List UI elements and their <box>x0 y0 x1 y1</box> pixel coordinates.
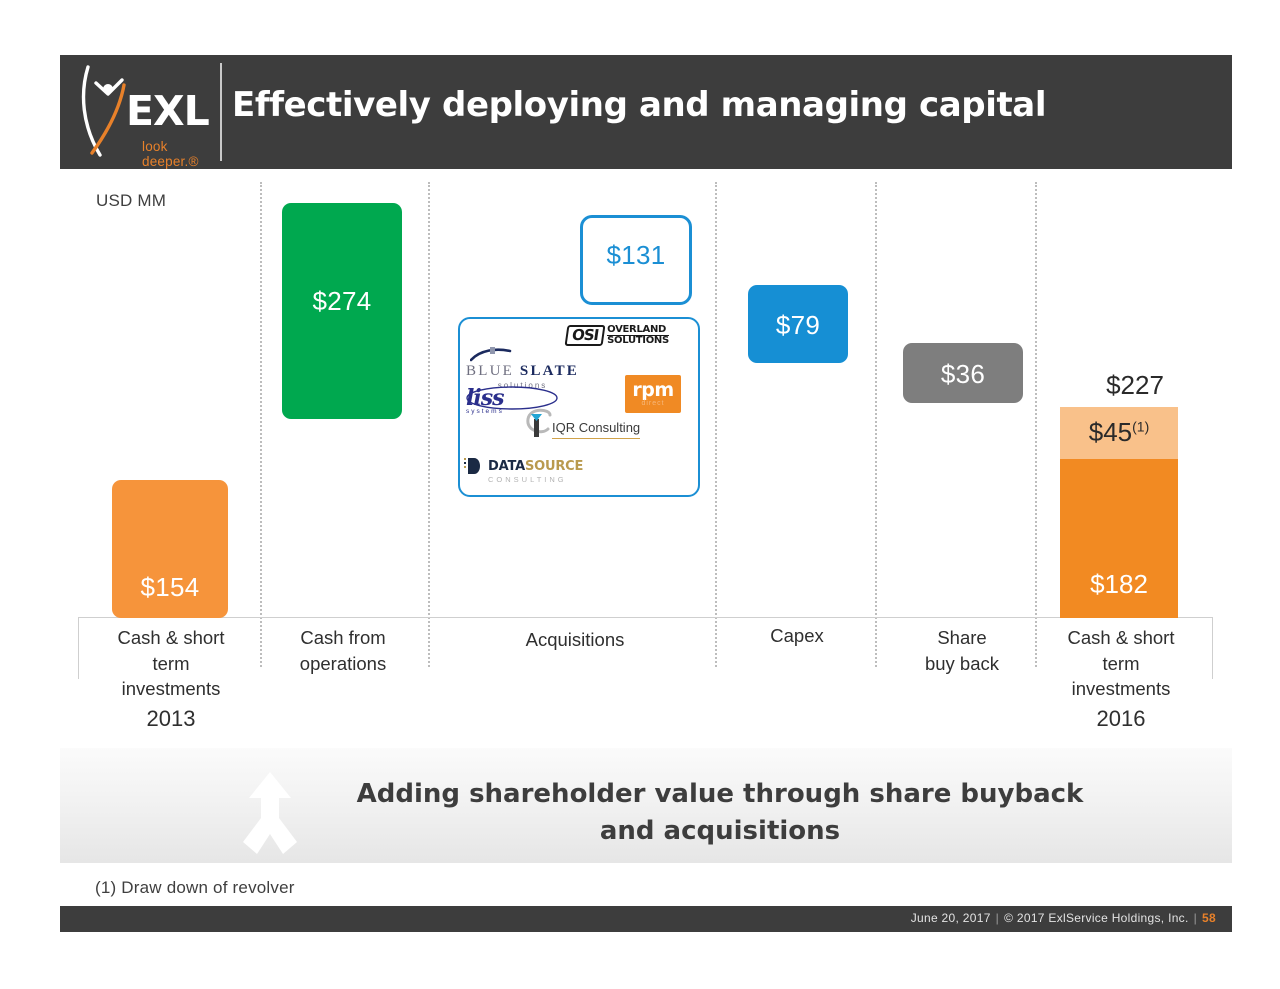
exl-figure-icon <box>81 65 126 157</box>
cat-year-2016: 2016 <box>1096 705 1146 731</box>
cat-line1-capex: Capex <box>770 625 824 646</box>
logo-blue-slate: BLUE SLATE solutions <box>466 347 579 390</box>
bar-cash-from-operations[interactable]: $274 <box>282 203 402 419</box>
category-label-acquisitions: Acquisitions <box>450 627 700 653</box>
category-label-cash-2016: Cash & short term investments 2016 <box>1045 625 1197 734</box>
category-label-share-buy-back: Share buy back <box>888 625 1036 676</box>
blue-slate-blue: BLUE <box>466 363 514 379</box>
datasource-d-icon <box>464 458 480 474</box>
exl-tagline: look deeper.® <box>142 139 199 169</box>
bar-value-cash-2016: $182 <box>1090 569 1148 599</box>
page-title: Effectively deploying and managing capit… <box>232 85 1047 125</box>
blue-slate-slate: SLATE <box>519 363 579 379</box>
cat-line2-cash-ops: operations <box>299 652 387 674</box>
chart-unit-label: USD MM <box>96 191 167 210</box>
footer-page-number: 58 <box>1202 911 1216 925</box>
osi-line2: SOLUTIONS <box>607 335 669 347</box>
cat-line1-acquisitions: Acquisitions <box>525 629 625 650</box>
blue-slate-sub: solutions <box>497 381 548 390</box>
category-label-cash-2013: Cash & short term investments 2013 <box>95 625 247 734</box>
logo-rpm-direct: rpm direct <box>625 375 681 413</box>
bar-value-cash-from-operations: $274 <box>312 286 372 316</box>
footer-date: June 20, 2017 <box>910 911 991 925</box>
exl-wordmark: EXL <box>126 87 210 135</box>
logo-iqr-consulting: IQR Consulting <box>526 408 641 439</box>
separator-3 <box>715 182 717 667</box>
cat-line2-cash-2016: term <box>1102 652 1140 674</box>
logo-overland-solutions: OSI OVERLAND SOLUTIONS <box>564 324 669 347</box>
cat-line2-cash-2013: term <box>152 652 190 674</box>
capital-bridge-chart: USD MM $154 $274 $131 OSI OVERLAND SOLUTIO… <box>60 175 1232 745</box>
rpm-sub: direct <box>641 400 665 407</box>
category-label-capex: Capex <box>732 623 862 649</box>
cat-line2-share: buy back <box>924 652 1000 674</box>
header-divider <box>220 63 222 161</box>
datasource-wordmark: DATASOURCE <box>488 459 583 474</box>
footnote-ref: (1) <box>1132 418 1150 435</box>
liss-oval-icon <box>466 386 558 410</box>
blue-slate-swoosh-icon <box>470 347 512 362</box>
osi-line1: OVERLAND <box>607 324 667 335</box>
datasource-source: SOURCE <box>524 459 584 474</box>
bar-capex[interactable]: $79 <box>748 285 848 363</box>
up-arrow-icon <box>243 772 297 854</box>
bar-acquisitions[interactable]: $131 <box>580 215 692 305</box>
datasource-data: DATA <box>488 459 525 474</box>
axis-tick-right <box>1212 617 1213 679</box>
bar-segment-draw-down[interactable]: $45(1) <box>1060 407 1178 459</box>
osi-wordmark: OVERLAND SOLUTIONS <box>607 324 669 347</box>
iqr-mark-icon <box>526 408 552 437</box>
chart-baseline-axis <box>78 617 1213 618</box>
liss-sub: systems <box>466 408 504 415</box>
cat-year-2013: 2013 <box>146 705 196 731</box>
separator-5 <box>1035 182 1037 667</box>
datasource-sub: CONSULTING <box>488 475 567 484</box>
bar-value-capex: $79 <box>775 310 821 340</box>
footer-sep-1: | <box>995 911 1000 925</box>
footer-copyright: © 2017 ExlService Holdings, Inc. <box>1004 911 1189 925</box>
bar-share-buy-back[interactable]: $36 <box>903 343 1023 403</box>
summary-banner: Adding shareholder value through share b… <box>60 748 1232 863</box>
iqr-wordmark: IQR Consulting <box>552 420 641 435</box>
banner-text: Adding shareholder value through share b… <box>240 776 1200 850</box>
logo-datasource-consulting: DATASOURCE CONSULTING <box>464 457 583 484</box>
footnote: (1) Draw down of revolver <box>95 878 295 897</box>
axis-tick-left <box>78 617 79 679</box>
osi-monogram: OSI <box>564 325 606 346</box>
footer-bar: June 20, 2017 | © 2017 ExlService Holdings… <box>60 906 1232 932</box>
bar-value-share-buy-back: $36 <box>940 359 986 389</box>
logo-liss-systems: liss systems <box>466 385 558 415</box>
separator-1 <box>260 182 262 667</box>
separator-4 <box>875 182 877 667</box>
banner-line-1: Adding shareholder value through share b… <box>356 779 1084 809</box>
rpm-wordmark: rpm <box>632 379 674 401</box>
cat-line1-cash-2016: Cash & short <box>1067 627 1175 648</box>
blue-slate-wordmark: BLUE SLATE <box>466 363 579 379</box>
category-label-cash-from-operations: Cash from operations <box>272 625 414 676</box>
bar-total-cash-2016: $227 <box>1106 370 1164 400</box>
cat-line1-share: Share <box>937 627 987 648</box>
banner-line-2: and acquisitions <box>599 815 841 846</box>
cat-line3-cash-2013: investments <box>121 678 221 700</box>
bar-cash-2013[interactable]: $154 <box>112 480 228 618</box>
acquisitions-logo-panel: OSI OVERLAND SOLUTIONS BLUE SLATE solution… <box>458 317 700 497</box>
footer-text: June 20, 2017 | © 2017 ExlService Holdings… <box>911 911 1216 925</box>
cat-line3-cash-2016: investments <box>1071 678 1171 700</box>
cat-line1-cash-2013: Cash & short <box>117 627 225 648</box>
cat-line1-cash-ops: Cash from <box>300 627 386 648</box>
footer-sep-2: | <box>1193 911 1198 925</box>
iqr-underline <box>552 438 641 439</box>
bar-value-acquisitions: $131 <box>606 240 666 270</box>
slide-header: EXL look deeper.® Effectively deploying … <box>60 55 1232 169</box>
bar-value-cash-2013: $154 <box>140 572 200 602</box>
bar-cash-2016[interactable]: $45(1) $182 <box>1060 407 1178 618</box>
bar-value-draw-down: $45 <box>1088 417 1133 447</box>
exl-logo: EXL look deeper.® <box>78 63 226 169</box>
bar-segment-cash-2016[interactable]: $182 <box>1060 459 1178 618</box>
separator-2 <box>428 182 430 667</box>
